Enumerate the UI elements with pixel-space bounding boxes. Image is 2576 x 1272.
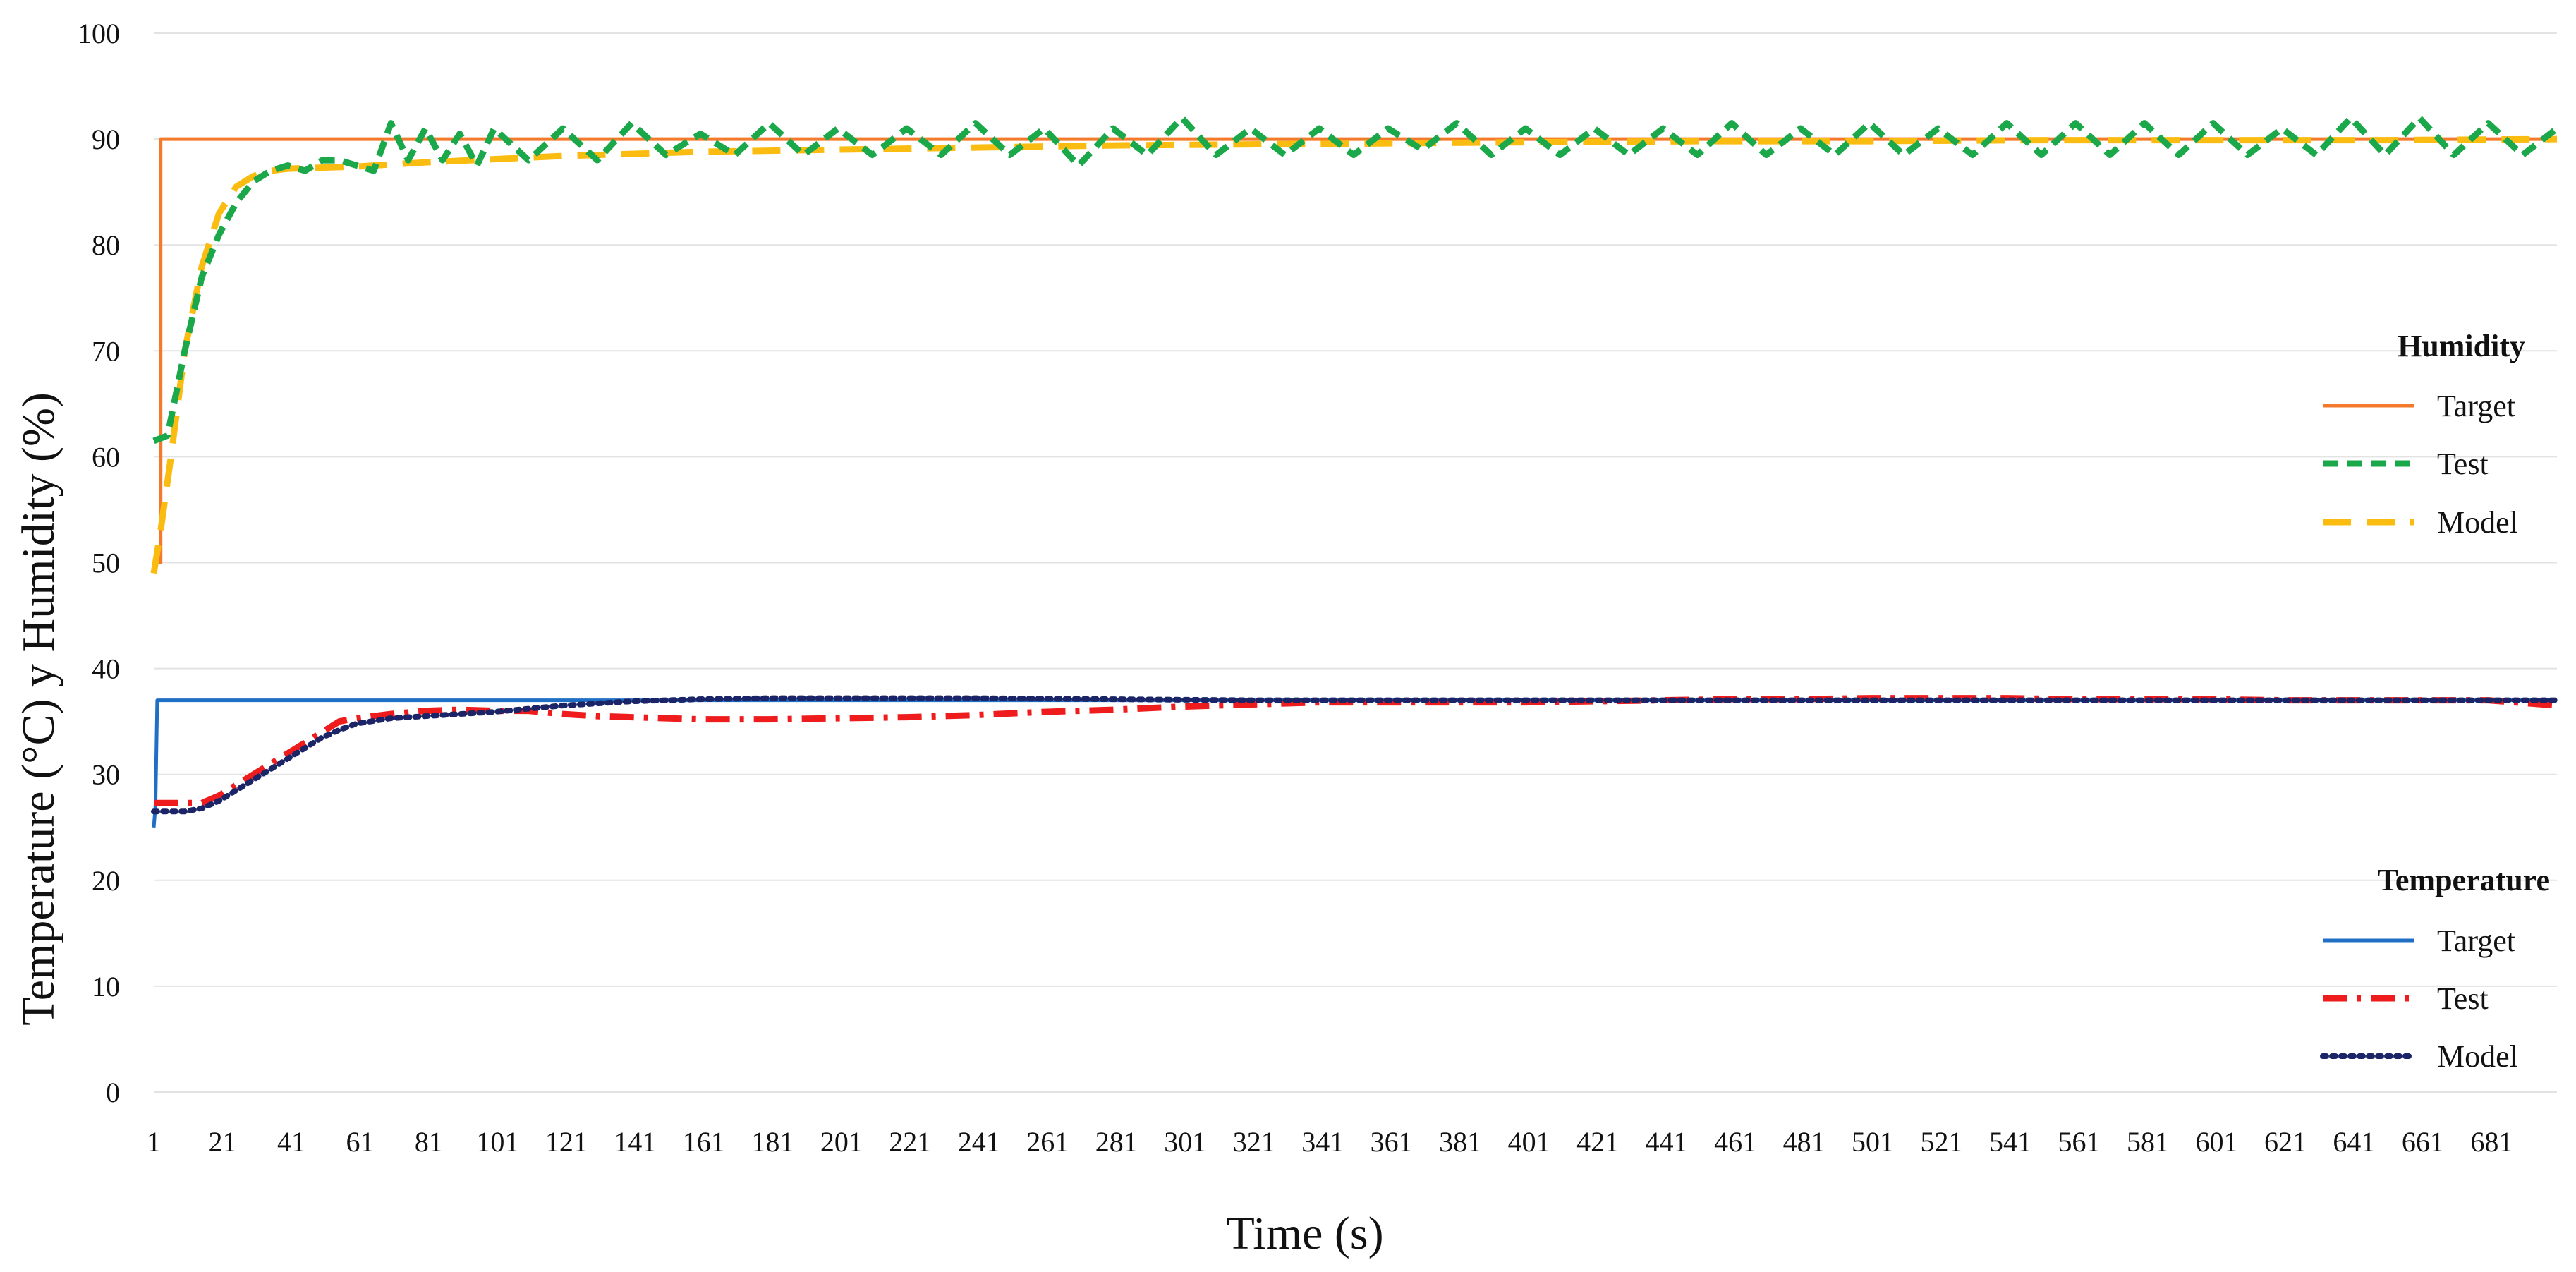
series-line-humidity-model xyxy=(150,135,2558,574)
y-tick-label: 0 xyxy=(106,1077,120,1108)
legend: Humidity Target Test Model Temperature Target… xyxy=(2320,329,2550,1074)
x-tick-label: 601 xyxy=(2195,1126,2237,1158)
x-tick-label: 121 xyxy=(545,1126,588,1158)
x-tick-label: 581 xyxy=(2127,1126,2169,1158)
series-line-humidity-test xyxy=(152,114,2559,444)
y-tick-label: 50 xyxy=(92,547,120,579)
legend-label-humidity-target: Target xyxy=(2437,389,2515,423)
x-tick-label: 561 xyxy=(2058,1126,2100,1158)
series-line-temperature-test xyxy=(154,695,2558,806)
series-line-temperature-model xyxy=(151,695,2560,815)
x-tick-label: 481 xyxy=(1783,1126,1825,1158)
x-tick-label: 61 xyxy=(346,1126,374,1158)
y-tick-label: 30 xyxy=(92,759,120,791)
y-tick-label: 100 xyxy=(78,18,120,49)
x-tick-label: 341 xyxy=(1301,1126,1344,1158)
legend-title-temperature: Temperature xyxy=(2378,863,2550,897)
legend-label-temperature-test: Test xyxy=(2437,981,2489,1016)
x-tick-label: 541 xyxy=(1989,1126,2031,1158)
series-line-temperature-target xyxy=(152,698,2557,828)
gridlines xyxy=(154,32,2557,1093)
y-tick-labels: 0 10 20 30 40 50 60 70 80 90 100 xyxy=(78,18,120,1108)
x-tick-label: 681 xyxy=(2470,1126,2513,1158)
legend-title-humidity: Humidity xyxy=(2398,329,2525,363)
x-tick-label: 161 xyxy=(683,1126,725,1158)
x-tick-label: 361 xyxy=(1371,1126,1413,1158)
x-tick-label: 641 xyxy=(2333,1126,2375,1158)
y-tick-label: 70 xyxy=(92,335,120,367)
x-tick-label: 21 xyxy=(208,1126,236,1158)
x-tick-label: 441 xyxy=(1646,1126,1688,1158)
x-tick-label: 81 xyxy=(415,1126,443,1158)
x-tick-label: 221 xyxy=(889,1126,931,1158)
x-tick-label: 421 xyxy=(1576,1126,1619,1158)
series-lines xyxy=(150,114,2560,828)
x-tick-label: 301 xyxy=(1164,1126,1206,1158)
legend-label-humidity-model: Model xyxy=(2437,505,2518,540)
x-axis-title: Time (s) xyxy=(1226,1208,1383,1259)
x-tick-labels: 1 21 41 61 81 101 121 141 161 181 201 221 241 261 281 3… xyxy=(147,1126,2513,1158)
x-tick-label: 321 xyxy=(1233,1126,1275,1158)
y-axis-title: Temperature (°C) y Humidity (%) xyxy=(13,392,64,1026)
x-tick-label: 621 xyxy=(2264,1126,2307,1158)
legend-label-temperature-model: Model xyxy=(2437,1039,2518,1074)
legend-label-temperature-target: Target xyxy=(2437,923,2515,958)
x-tick-label: 661 xyxy=(2402,1126,2444,1158)
x-tick-label: 181 xyxy=(751,1126,794,1158)
y-tick-label: 20 xyxy=(92,865,120,897)
x-tick-label: 201 xyxy=(820,1126,863,1158)
y-tick-label: 60 xyxy=(92,441,120,473)
x-tick-label: 261 xyxy=(1026,1126,1069,1158)
y-tick-label: 40 xyxy=(92,653,120,685)
x-tick-label: 281 xyxy=(1095,1126,1138,1158)
x-tick-label: 461 xyxy=(1714,1126,1756,1158)
y-tick-label: 80 xyxy=(92,229,120,261)
x-tick-label: 401 xyxy=(1508,1126,1550,1158)
legend-label-humidity-test: Test xyxy=(2437,447,2489,481)
x-tick-label: 241 xyxy=(958,1126,1000,1158)
x-tick-label: 501 xyxy=(1852,1126,1894,1158)
x-tick-label: 381 xyxy=(1439,1126,1481,1158)
y-tick-label: 10 xyxy=(92,971,120,1003)
x-tick-label: 41 xyxy=(277,1126,305,1158)
x-tick-label: 1 xyxy=(147,1126,161,1158)
y-tick-label: 90 xyxy=(92,123,120,155)
x-tick-label: 141 xyxy=(614,1126,656,1158)
x-tick-label: 101 xyxy=(476,1126,518,1158)
x-tick-label: 521 xyxy=(1921,1126,1963,1158)
